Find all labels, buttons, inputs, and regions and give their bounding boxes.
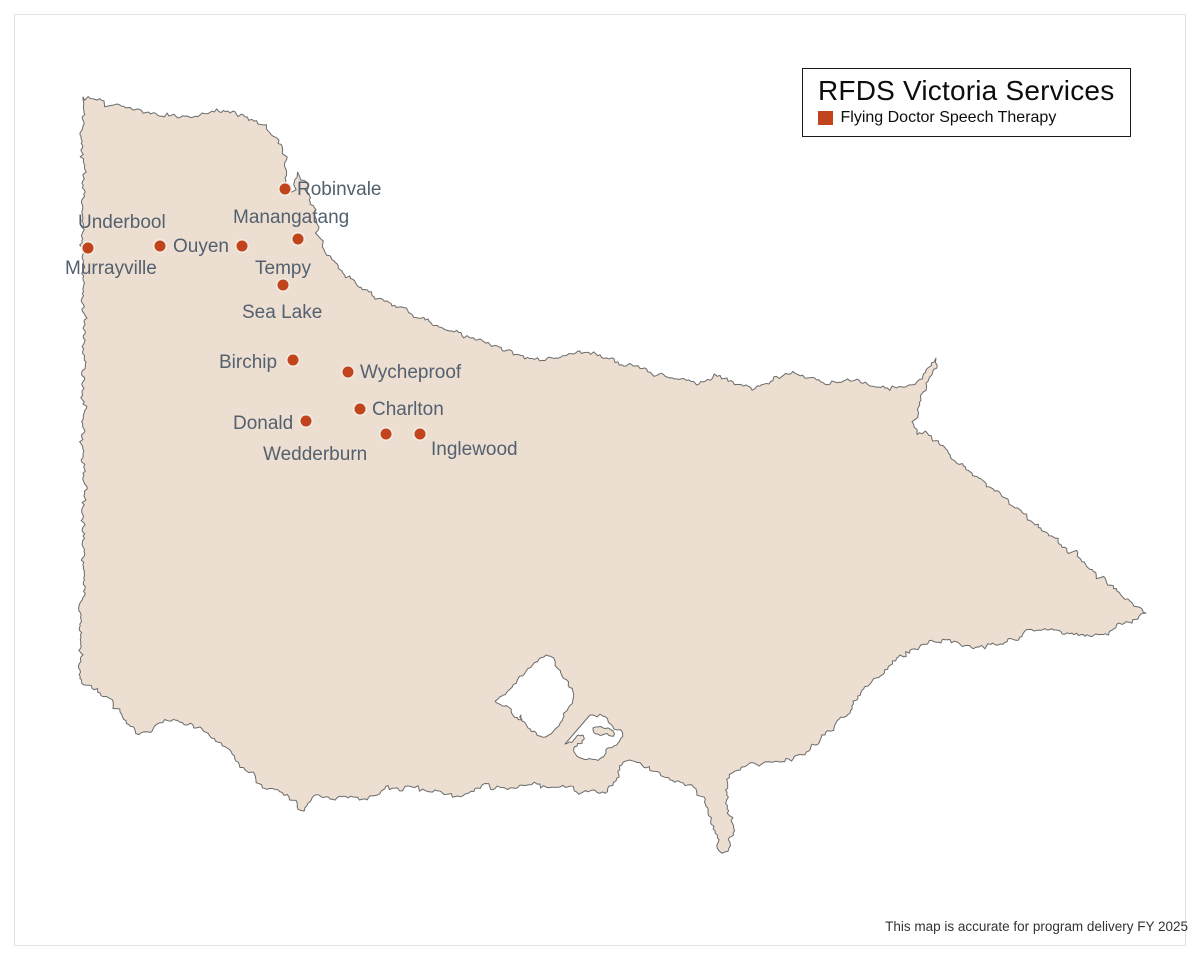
svg-text:Tempy: Tempy [255,258,311,279]
svg-text:Robinvale: Robinvale [297,179,382,200]
svg-text:Charlton: Charlton [372,399,444,420]
svg-text:Wycheproof: Wycheproof [360,362,462,383]
svg-text:Inglewood: Inglewood [431,439,518,460]
svg-text:Sea Lake: Sea Lake [242,302,322,323]
svg-text:Birchip: Birchip [219,352,277,373]
svg-text:Murrayville: Murrayville [65,258,157,279]
svg-text:Wedderburn: Wedderburn [263,444,367,465]
svg-text:Underbool: Underbool [78,212,166,233]
svg-text:Donald: Donald [233,413,293,434]
svg-text:Manangatang: Manangatang [233,207,349,228]
svg-text:Ouyen: Ouyen [173,236,229,257]
